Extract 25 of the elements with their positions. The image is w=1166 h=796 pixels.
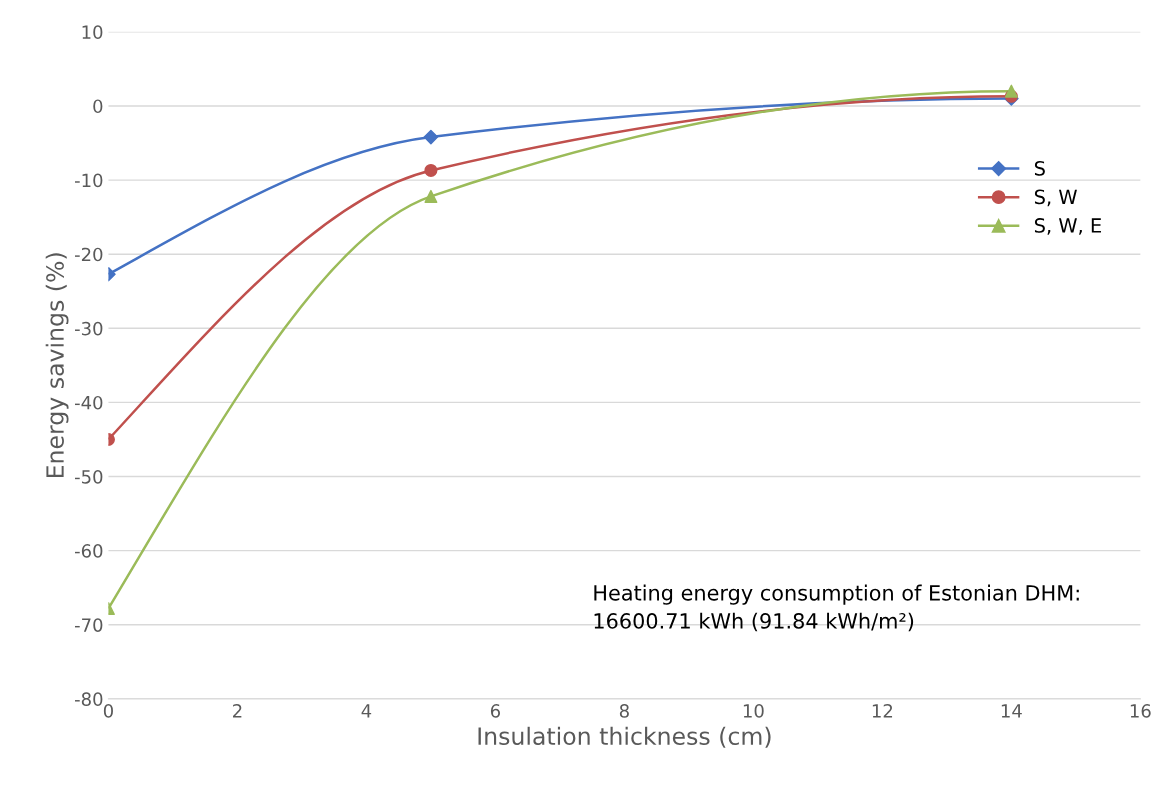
y-tick-label: 0 — [93, 99, 103, 114]
y-tick-label: -60 — [74, 544, 103, 558]
y-tick-label: -80 — [74, 692, 103, 706]
x-tick-label: 8 — [619, 704, 629, 718]
x-tick-label: 0 — [103, 704, 113, 718]
x-tick-label: 12 — [872, 704, 893, 718]
y-tick-label: -40 — [74, 395, 103, 410]
y-tick-label: -50 — [74, 470, 103, 484]
annotation: Heating energy consumption of Estonian DHM: 16600.71 kWh (91.84 kWh/m²) — [594, 584, 1079, 632]
x-axis-title: Insulation thickness (cm) — [478, 726, 771, 748]
x-tick-label: 2 — [233, 704, 242, 718]
x-tick-label: 10 — [743, 704, 764, 718]
legend-label: S — [1034, 161, 1045, 176]
x-tick-label: 14 — [1001, 704, 1022, 718]
legend-label: S, W — [1034, 189, 1077, 207]
x-tick-label: 16 — [1130, 704, 1151, 718]
y-tick-label: -70 — [74, 618, 103, 632]
x-tick-label: 6 — [490, 704, 501, 718]
y-tick-label: -30 — [74, 321, 103, 336]
y-axis-title: Energy savings (%) — [45, 253, 69, 478]
legend-label: S, W, E — [1034, 218, 1101, 235]
y-tick-label: -20 — [74, 247, 103, 262]
x-tick-label: 4 — [361, 704, 372, 718]
y-tick-label: 10 — [82, 25, 103, 39]
y-tick-label: -10 — [74, 173, 103, 188]
